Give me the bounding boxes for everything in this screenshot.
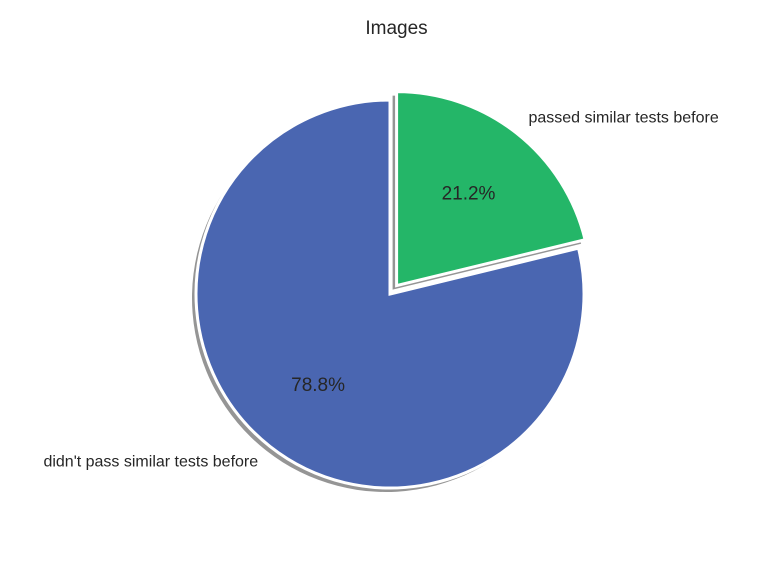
pct-label-didn-t-pass-similar-tests-before: 78.8% <box>291 375 345 396</box>
pie-slice-didn-t-pass-similar-tests-before <box>194 98 586 490</box>
pie-slice-passed-similar-tests-before <box>395 90 587 288</box>
slice-label-passed-similar-tests-before: passed similar tests before <box>528 109 718 126</box>
slice-label-didn-t-pass-similar-tests-before: didn't pass similar tests before <box>43 453 258 470</box>
chart-title: Images <box>365 18 427 39</box>
pie-slices <box>194 90 587 490</box>
pie-labels: 21.2% passed similar tests before 78.8% did… <box>43 109 718 470</box>
pct-label-passed-similar-tests-before: 21.2% <box>442 184 496 205</box>
